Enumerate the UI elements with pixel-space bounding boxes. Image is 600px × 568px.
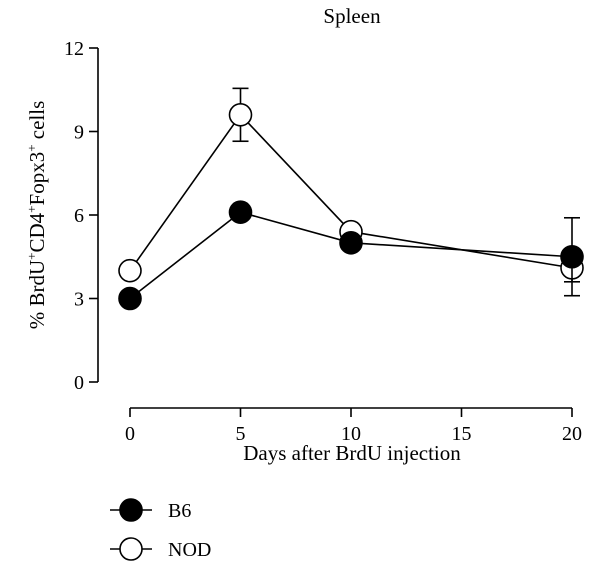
x-axis-title: Days after BrdU injection bbox=[243, 441, 461, 465]
x-axis: 0 5 10 15 20 bbox=[125, 407, 582, 445]
y-tick-label: 0 bbox=[74, 372, 84, 394]
legend-label: NOD bbox=[168, 539, 211, 561]
y-axis: 0 3 6 9 12 bbox=[64, 38, 99, 394]
data-point bbox=[118, 286, 142, 311]
data-point bbox=[228, 103, 253, 127]
data-point bbox=[560, 244, 584, 269]
legend-item-nod: NOD bbox=[110, 537, 211, 561]
x-tick-label: 5 bbox=[236, 423, 246, 445]
y-tick-label: 12 bbox=[64, 38, 84, 60]
series-layer bbox=[118, 87, 584, 311]
legend-marker bbox=[119, 498, 143, 522]
y-axis-title: % BrdU+CD4+Fopx3+ cells bbox=[24, 101, 49, 330]
x-tick-label: 15 bbox=[452, 423, 472, 445]
series-line bbox=[129, 211, 573, 300]
legend-marker bbox=[119, 537, 143, 561]
data-point bbox=[228, 200, 253, 225]
series-b6 bbox=[118, 200, 584, 311]
legend-item-b6: B6 bbox=[110, 498, 191, 522]
legend-label: B6 bbox=[168, 500, 191, 522]
legend: B6 NOD bbox=[110, 498, 211, 561]
x-tick-label: 20 bbox=[562, 423, 582, 445]
chart-title: Spleen bbox=[323, 4, 381, 28]
x-tick-label: 10 bbox=[341, 423, 361, 445]
y-tick-label: 6 bbox=[74, 205, 84, 227]
y-tick-label: 3 bbox=[74, 289, 84, 311]
y-tick-label: 9 bbox=[74, 122, 84, 144]
data-point bbox=[118, 258, 142, 283]
data-point bbox=[339, 231, 363, 255]
x-tick-label: 0 bbox=[125, 423, 135, 445]
